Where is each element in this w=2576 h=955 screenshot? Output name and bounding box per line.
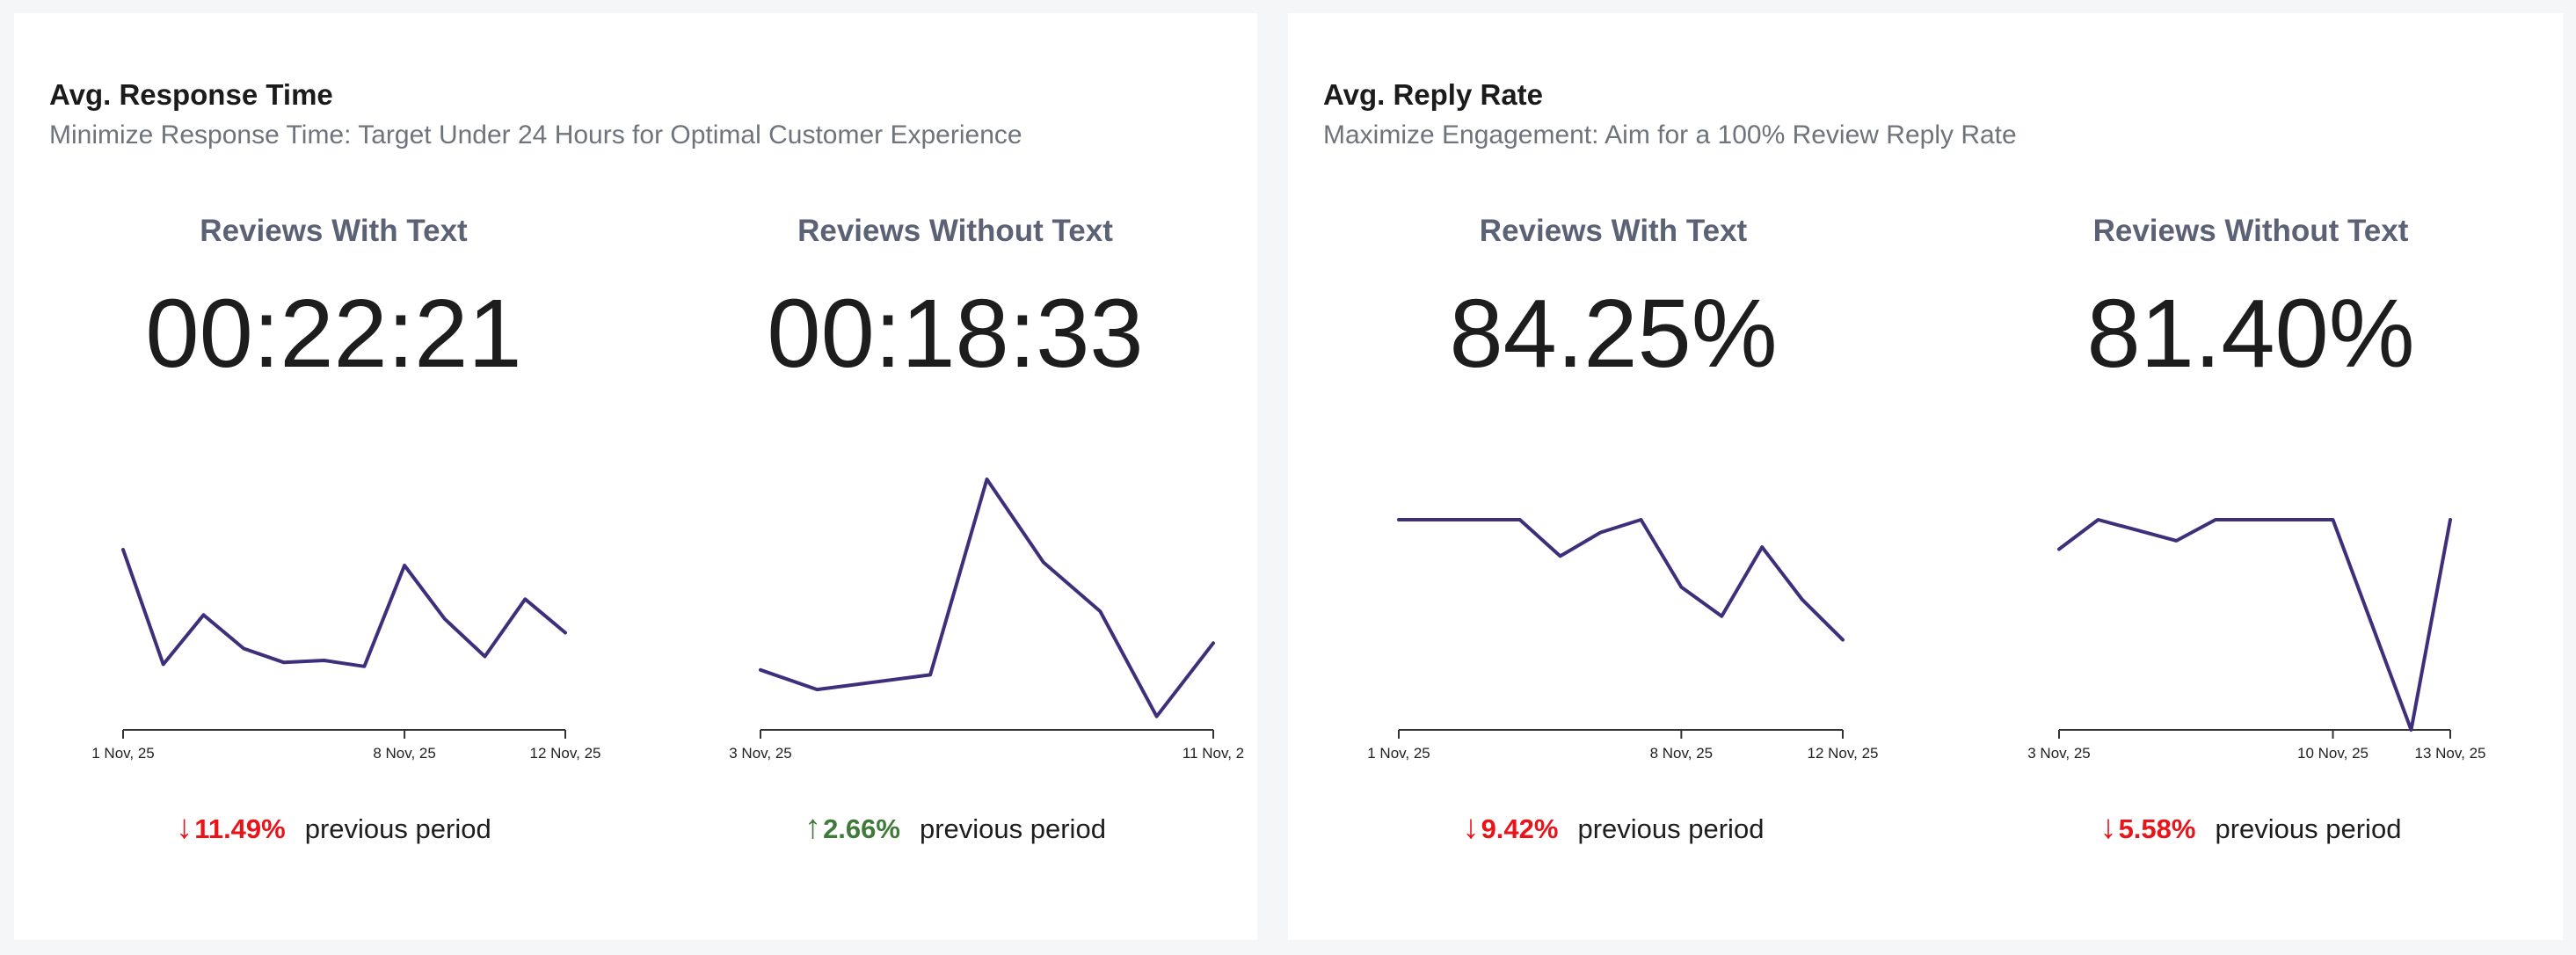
arrow-down-icon: ↓ — [1462, 809, 1480, 846]
arrow-down-icon: ↓ — [176, 809, 193, 846]
data-point[interactable] — [925, 669, 935, 680]
data-point[interactable] — [1095, 606, 1105, 616]
arrow-down-icon: ↓ — [2099, 809, 2117, 846]
data-point[interactable] — [2210, 514, 2221, 525]
period-change: ↓9.42% previous period — [1288, 809, 1939, 847]
data-point[interactable] — [279, 657, 289, 667]
data-point[interactable] — [982, 474, 993, 485]
reply-rate-card: Avg. Reply Rate Maximize Engagement: Aim… — [1288, 13, 2563, 940]
metric-panel-with-text: Reviews With Text 00:22:21 1 Nov, 25 8 No… — [14, 13, 653, 940]
change-percent: 2.66% — [823, 813, 900, 844]
data-point[interactable] — [2445, 514, 2456, 525]
data-point[interactable] — [440, 614, 450, 624]
data-point[interactable] — [198, 609, 208, 620]
data-point[interactable] — [1474, 514, 1485, 525]
sparkline-chart[interactable]: 1 Nov, 25 8 Nov, 25 12 Nov, 25 — [14, 453, 653, 769]
data-point[interactable] — [520, 594, 530, 604]
period-change: ↑2.66% previous period — [653, 809, 1257, 847]
metric-value: 81.40% — [2086, 280, 2415, 388]
card-title: Avg. Response Time — [49, 78, 333, 111]
data-point[interactable] — [158, 660, 169, 670]
data-point[interactable] — [238, 644, 249, 654]
data-point[interactable] — [1434, 514, 1444, 525]
data-point[interactable] — [359, 661, 369, 672]
data-point[interactable] — [480, 652, 491, 662]
x-tick-label: 10 Nov, 25 — [2297, 745, 2369, 762]
data-point[interactable] — [560, 628, 571, 638]
metric-panel-without-text: Reviews Without Text 81.40% 3 Nov, 25 10 … — [1939, 13, 2563, 940]
data-point[interactable] — [1152, 711, 1162, 722]
data-point[interactable] — [1837, 635, 1848, 645]
data-point[interactable] — [1208, 638, 1219, 648]
x-tick-label: 1 Nov, 25 — [91, 745, 155, 762]
data-point[interactable] — [2093, 514, 2104, 525]
x-tick-label: 3 Nov, 25 — [729, 745, 792, 762]
metric-value: 00:22:21 — [145, 280, 522, 388]
change-label: previous period — [919, 813, 1106, 844]
series-line — [121, 548, 567, 668]
change-label: previous period — [1577, 813, 1765, 844]
data-point[interactable] — [1757, 542, 1767, 552]
data-point[interactable] — [811, 684, 822, 695]
data-point[interactable] — [2054, 543, 2064, 554]
x-tick-label: 1 Nov, 25 — [1367, 745, 1430, 762]
sparkline-chart[interactable]: 3 Nov, 25 11 Nov, 2 — [653, 453, 1257, 769]
panel-heading: Reviews With Text — [200, 214, 468, 248]
series-line — [1397, 518, 1845, 642]
panel-heading: Reviews Without Text — [2092, 214, 2409, 248]
card-subtitle: Minimize Response Time: Target Under 24 … — [49, 120, 1022, 149]
data-point[interactable] — [319, 655, 330, 666]
data-point[interactable] — [1676, 582, 1686, 593]
x-tick-label: 8 Nov, 25 — [1650, 745, 1714, 762]
metric-panel-without-text: Reviews Without Text 00:18:33 3 Nov, 25 1… — [653, 13, 1257, 940]
response-time-card: Avg. Response Time Minimize Response Tim… — [14, 13, 1257, 940]
data-point[interactable] — [1797, 594, 1808, 605]
change-percent: 11.49% — [194, 813, 286, 844]
arrow-up-icon: ↑ — [804, 809, 822, 846]
change-percent: 5.58% — [2118, 813, 2196, 844]
data-point[interactable] — [1635, 514, 1646, 525]
data-point[interactable] — [118, 544, 128, 555]
x-tick-label: 13 Nov, 25 — [2415, 745, 2486, 762]
data-point[interactable] — [1515, 514, 1525, 525]
data-point[interactable] — [1596, 527, 1606, 537]
panel-heading: Reviews With Text — [1479, 214, 1748, 248]
x-tick-label: 12 Nov, 25 — [530, 745, 601, 762]
data-point[interactable] — [2289, 514, 2299, 525]
sparkline-chart[interactable]: 3 Nov, 25 10 Nov, 25 13 Nov, 25 — [1939, 453, 2563, 769]
data-point[interactable] — [2367, 620, 2377, 631]
card-title: Avg. Reply Rate — [1323, 78, 1544, 111]
x-tick-label: 8 Nov, 25 — [373, 745, 436, 762]
data-point[interactable] — [2328, 514, 2339, 525]
sparkline-chart[interactable]: 1 Nov, 25 8 Nov, 25 12 Nov, 25 — [1288, 453, 1939, 769]
data-point[interactable] — [399, 560, 410, 571]
period-change: ↓5.58% previous period — [1939, 809, 2563, 847]
change-percent: 9.42% — [1481, 813, 1559, 844]
data-point[interactable] — [1555, 550, 1566, 561]
data-point[interactable] — [1716, 611, 1727, 622]
panel-heading: Reviews Without Text — [797, 214, 1113, 248]
change-label: previous period — [304, 813, 491, 844]
data-point[interactable] — [2250, 514, 2260, 525]
data-point[interactable] — [2406, 725, 2417, 735]
data-point[interactable] — [1038, 558, 1049, 568]
metric-value: 00:18:33 — [767, 280, 1144, 388]
series-line — [2057, 518, 2452, 732]
series-line — [759, 478, 1215, 718]
data-point[interactable] — [2172, 536, 2182, 546]
metric-panel-with-text: Reviews With Text 84.25% 1 Nov, 25 8 Nov,… — [1288, 13, 1939, 940]
card-subtitle: Maximize Engagement: Aim for a 100% Revi… — [1323, 120, 2017, 149]
metric-value: 84.25% — [1449, 280, 1778, 388]
change-label: previous period — [2215, 813, 2402, 844]
x-tick-label: 12 Nov, 25 — [1808, 745, 1879, 762]
x-tick-label: 11 Nov, 2 — [1182, 745, 1244, 762]
data-point[interactable] — [755, 665, 766, 675]
x-tick-label: 3 Nov, 25 — [2027, 745, 2091, 762]
data-point[interactable] — [1394, 514, 1404, 525]
period-change: ↓11.49% previous period — [14, 809, 653, 847]
